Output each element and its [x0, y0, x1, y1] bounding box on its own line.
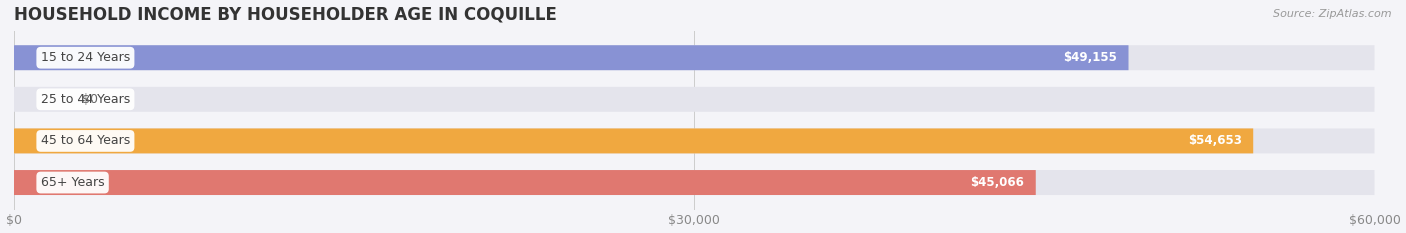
FancyBboxPatch shape [14, 87, 1375, 112]
Text: 15 to 24 Years: 15 to 24 Years [41, 51, 129, 64]
FancyBboxPatch shape [14, 128, 1375, 153]
Text: $45,066: $45,066 [970, 176, 1025, 189]
Text: $54,653: $54,653 [1188, 134, 1241, 147]
FancyBboxPatch shape [14, 128, 1253, 153]
Text: 25 to 44 Years: 25 to 44 Years [41, 93, 129, 106]
Text: 65+ Years: 65+ Years [41, 176, 104, 189]
FancyBboxPatch shape [14, 45, 1375, 70]
Text: HOUSEHOLD INCOME BY HOUSEHOLDER AGE IN COQUILLE: HOUSEHOLD INCOME BY HOUSEHOLDER AGE IN C… [14, 6, 557, 24]
FancyBboxPatch shape [14, 170, 1375, 195]
FancyBboxPatch shape [14, 170, 1036, 195]
Text: $49,155: $49,155 [1063, 51, 1118, 64]
Text: 45 to 64 Years: 45 to 64 Years [41, 134, 129, 147]
Text: Source: ZipAtlas.com: Source: ZipAtlas.com [1274, 9, 1392, 19]
FancyBboxPatch shape [14, 45, 1129, 70]
Text: $0: $0 [82, 93, 97, 106]
